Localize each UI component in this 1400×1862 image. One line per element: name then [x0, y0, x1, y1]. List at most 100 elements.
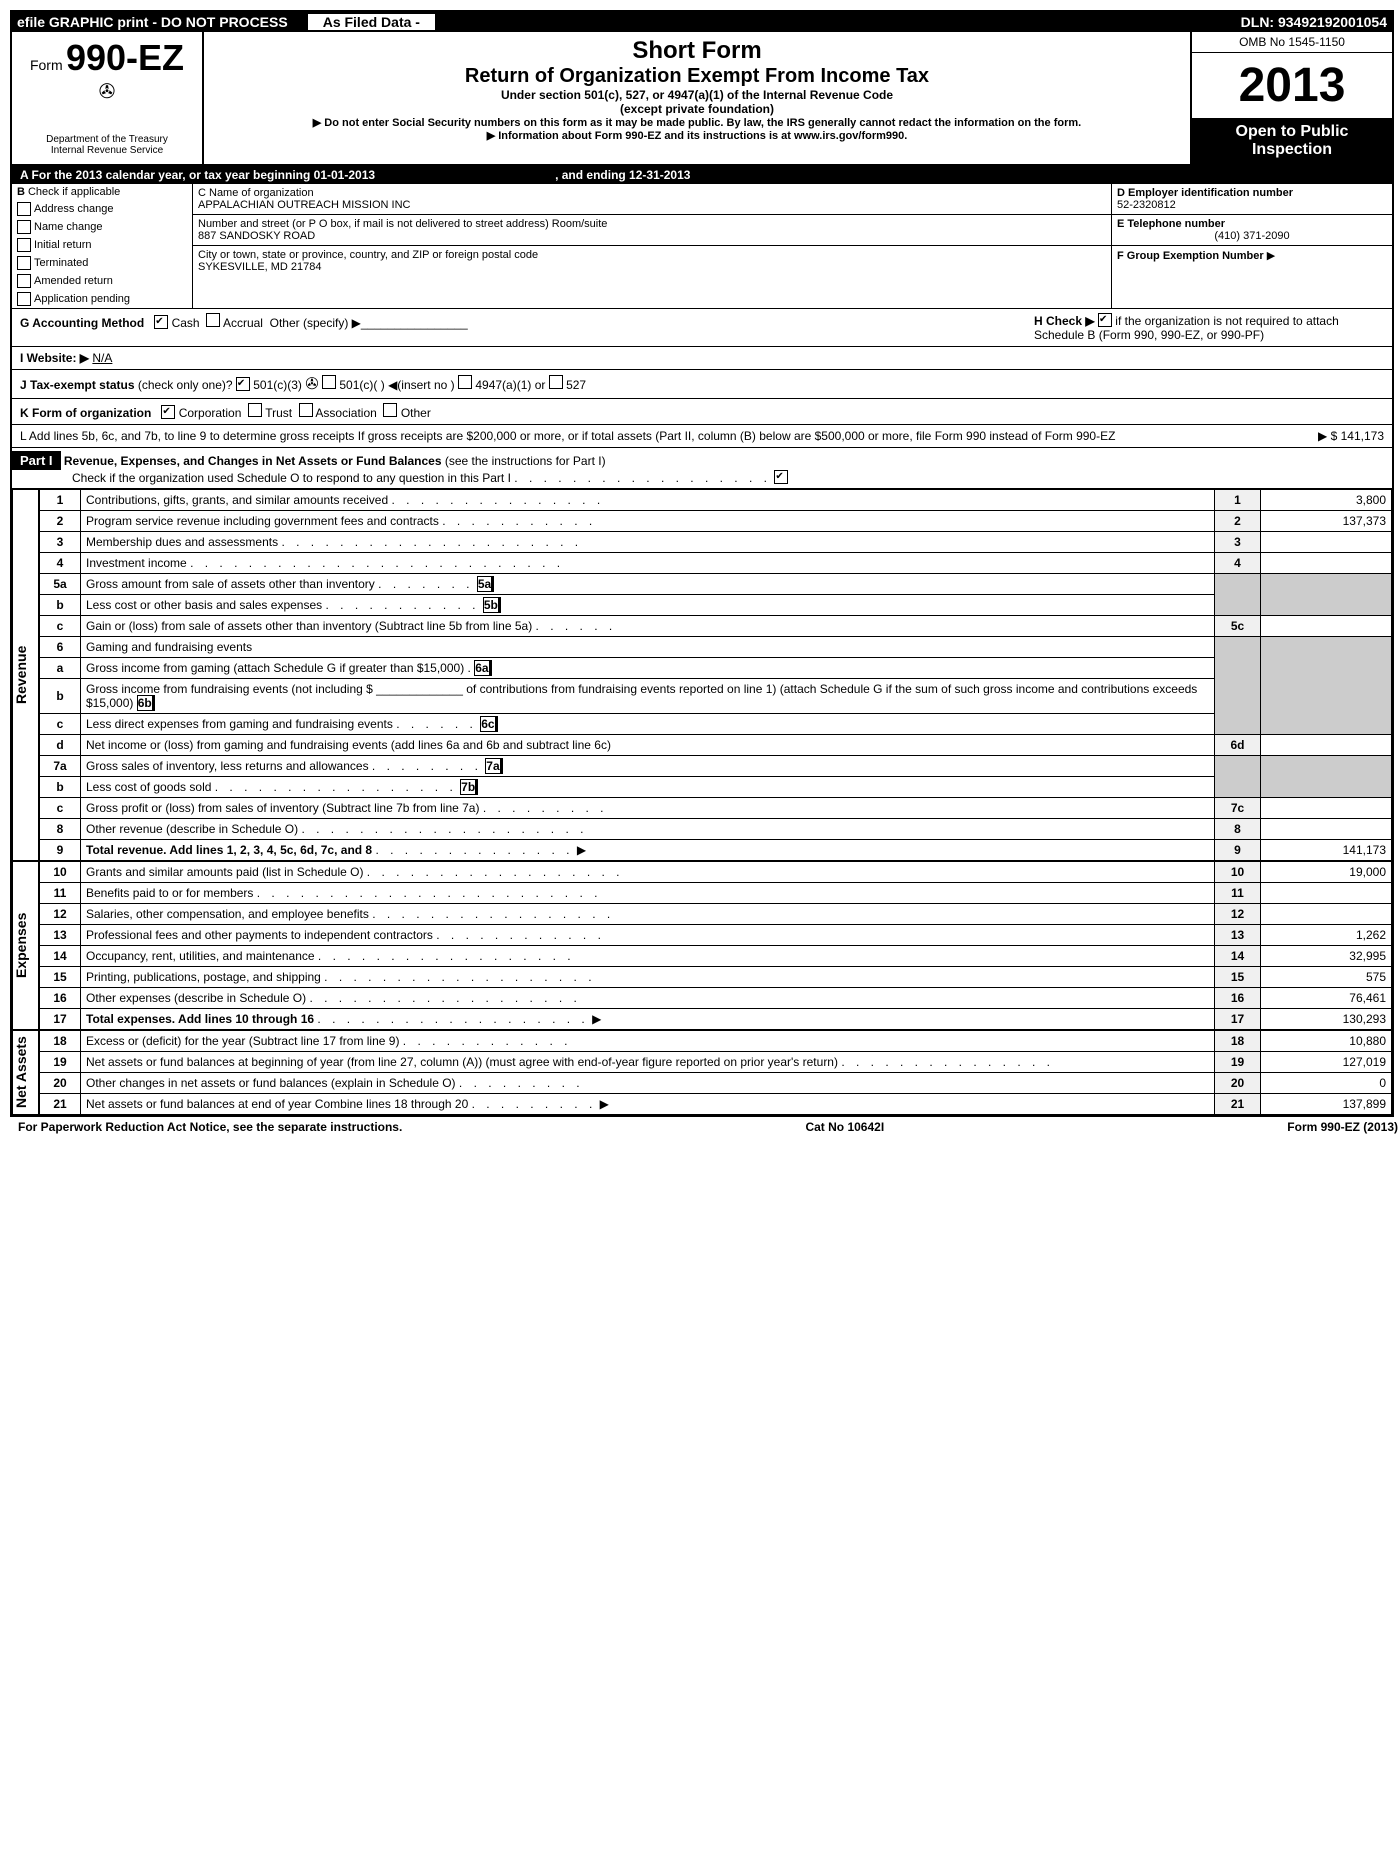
line-1-desc: Contributions, gifts, grants, and simila…: [86, 493, 388, 507]
line-5c-desc: Gain or (loss) from sale of assets other…: [86, 619, 532, 633]
g-label: G Accounting Method: [20, 316, 144, 330]
cal-year-text: A For the 2013 calendar year, or tax yea…: [20, 168, 375, 182]
other-method-label: Other (specify) ▶: [270, 316, 361, 330]
line-20-val: 0: [1261, 1073, 1392, 1094]
assoc-label: Association: [315, 406, 376, 420]
h-label: H Check ▶: [1034, 314, 1095, 328]
ssn-warning: ▶ Do not enter Social Security numbers o…: [209, 116, 1185, 129]
j-label: J Tax-exempt status: [20, 378, 135, 392]
line-7c-desc: Gross profit or (loss) from sales of inv…: [86, 801, 479, 815]
info-link: ▶ Information about Form 990-EZ and its …: [209, 129, 1185, 142]
501c-label: 501(c)( ): [339, 378, 384, 392]
line-3-desc: Membership dues and assessments: [86, 535, 278, 549]
form-number-box: Form 990-EZ ✇ Department of the Treasury…: [12, 32, 204, 164]
l-amount: ▶ $ 141,173: [1234, 429, 1384, 443]
as-filed-text: As Filed Data -: [308, 14, 435, 30]
line-15-desc: Printing, publications, postage, and shi…: [86, 970, 321, 984]
assoc-checkbox[interactable]: [299, 403, 313, 417]
city-state-zip: SYKESVILLE, MD 21784: [198, 261, 1106, 273]
city-label: City or town, state or province, country…: [198, 249, 1106, 261]
line-7b-desc: Less cost of goods sold: [86, 780, 211, 794]
checkbox-column: B Check if applicable Address change Nam…: [12, 184, 193, 308]
line-5a-desc: Gross amount from sale of assets other t…: [86, 577, 375, 591]
omb-number: OMB No 1545-1150: [1192, 32, 1392, 53]
terminated-checkbox[interactable]: [17, 256, 31, 270]
501c3-label: 501(c)(3): [253, 378, 302, 392]
schedule-o-checkbox[interactable]: [774, 470, 788, 484]
net-assets-side-label: Net Assets: [12, 1030, 39, 1115]
tax-year: 2013: [1192, 53, 1392, 118]
line-13-val: 1,262: [1261, 925, 1392, 946]
name-change-checkbox[interactable]: [17, 220, 31, 234]
inspection-text: Inspection: [1197, 141, 1387, 159]
amended-checkbox[interactable]: [17, 274, 31, 288]
cash-label: Cash: [172, 316, 200, 330]
insert-label: ◀(insert no ): [388, 378, 455, 392]
corp-checkbox[interactable]: [161, 405, 175, 419]
revenue-section: Revenue 1Contributions, gifts, grants, a…: [12, 489, 1392, 861]
year-box: OMB No 1545-1150 2013 Open to Public Ins…: [1190, 32, 1392, 164]
line-12-desc: Salaries, other compensation, and employ…: [86, 907, 369, 921]
form-reference: Form 990-EZ (2013): [1287, 1120, 1398, 1134]
cat-number: Cat No 10642I: [805, 1120, 884, 1134]
501c3-checkbox[interactable]: [236, 377, 250, 391]
line-14-desc: Occupancy, rent, utilities, and maintena…: [86, 949, 315, 963]
e-label: E Telephone number: [1117, 218, 1225, 230]
app-pending-label: Application pending: [34, 293, 130, 305]
4947-checkbox[interactable]: [458, 375, 472, 389]
other-org-checkbox[interactable]: [383, 403, 397, 417]
ending-text: , and ending 12-31-2013: [555, 168, 690, 182]
accrual-label: Accrual: [223, 316, 263, 330]
trust-label: Trust: [265, 406, 292, 420]
line-9-val: 141,173: [1261, 840, 1392, 861]
corp-label: Corporation: [179, 406, 242, 420]
4947-label: 4947(a)(1) or: [475, 378, 545, 392]
trust-checkbox[interactable]: [248, 403, 262, 417]
line-10-val: 19,000: [1261, 862, 1392, 883]
name-change-label: Name change: [34, 221, 103, 233]
line-14-val: 32,995: [1261, 946, 1392, 967]
part1-label: Part I: [12, 451, 61, 470]
cash-checkbox[interactable]: [154, 315, 168, 329]
other-org-label: Other: [401, 406, 431, 420]
line-17-desc: Total expenses. Add lines 10 through 16: [86, 1012, 314, 1026]
501c-checkbox[interactable]: [322, 375, 336, 389]
line-11-val: [1261, 883, 1392, 904]
section-a: B Check if applicable Address change Nam…: [12, 184, 1392, 309]
line-21-desc: Net assets or fund balances at end of ye…: [86, 1097, 468, 1111]
paperwork-notice: For Paperwork Reduction Act Notice, see …: [18, 1120, 402, 1134]
line-3-val: [1261, 532, 1392, 553]
revenue-side-label: Revenue: [12, 489, 39, 861]
line-16-val: 76,461: [1261, 988, 1392, 1009]
initial-return-checkbox[interactable]: [17, 238, 31, 252]
expenses-section: Expenses 10Grants and similar amounts pa…: [12, 861, 1392, 1030]
short-form-title: Short Form: [209, 37, 1185, 65]
ein-value: 52-2320812: [1117, 199, 1387, 211]
dln-text: DLN: 93492192001054: [1241, 14, 1387, 30]
subtitle-1: Under section 501(c), 527, or 4947(a)(1)…: [209, 88, 1185, 102]
amended-label: Amended return: [34, 275, 113, 287]
part1-sub: (see the instructions for Part I): [445, 454, 606, 468]
terminated-label: Terminated: [34, 257, 88, 269]
form-990ez: efile GRAPHIC print - DO NOT PROCESS As …: [10, 10, 1394, 1117]
line-8-desc: Other revenue (describe in Schedule O): [86, 822, 298, 836]
accrual-checkbox[interactable]: [206, 313, 220, 327]
h-checkbox[interactable]: [1098, 313, 1112, 327]
line-9-desc: Total revenue. Add lines 1, 2, 3, 4, 5c,…: [86, 843, 372, 857]
right-info-column: D Employer identification number 52-2320…: [1112, 184, 1392, 308]
line-5c-val: [1261, 616, 1392, 637]
return-title: Return of Organization Exempt From Incom…: [209, 65, 1185, 88]
line-19-val: 127,019: [1261, 1052, 1392, 1073]
l-text: L Add lines 5b, 6c, and 7b, to line 9 to…: [20, 429, 1234, 443]
line-6c-desc: Less direct expenses from gaming and fun…: [86, 717, 393, 731]
line-1-val: 3,800: [1261, 490, 1392, 511]
line-12-val: [1261, 904, 1392, 925]
form-number: 990-EZ: [66, 37, 184, 78]
line-2-desc: Program service revenue including govern…: [86, 514, 439, 528]
org-info-column: C Name of organization APPALACHIAN OUTRE…: [193, 184, 1112, 308]
527-checkbox[interactable]: [549, 375, 563, 389]
f-label: F Group Exemption Number: [1117, 250, 1264, 262]
app-pending-checkbox[interactable]: [17, 292, 31, 306]
line-6-desc: Gaming and fundraising events: [81, 637, 1215, 658]
address-change-checkbox[interactable]: [17, 202, 31, 216]
